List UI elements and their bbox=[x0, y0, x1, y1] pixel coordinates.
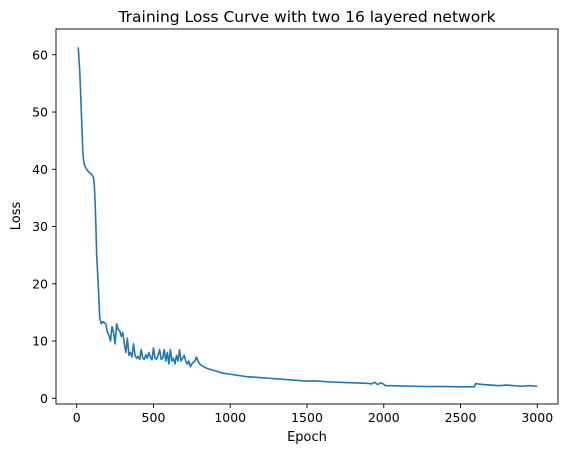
x-tick-label: 3000 bbox=[521, 410, 553, 425]
y-tick-label: 0 bbox=[40, 391, 48, 406]
y-axis-label: Loss bbox=[9, 202, 24, 231]
x-tick-label: 1000 bbox=[214, 410, 246, 425]
x-tick-label: 1500 bbox=[291, 410, 323, 425]
y-tick-label: 30 bbox=[32, 219, 48, 234]
x-tick-label: 500 bbox=[142, 410, 166, 425]
x-tick-label: 2500 bbox=[445, 410, 477, 425]
y-tick-label: 50 bbox=[32, 105, 48, 120]
chart-title: Training Loss Curve with two 16 layered … bbox=[117, 8, 495, 26]
y-tick-label: 10 bbox=[32, 334, 48, 349]
x-tick-label: 0 bbox=[73, 410, 81, 425]
plot-area bbox=[77, 47, 538, 388]
x-tick-label: 2000 bbox=[368, 410, 400, 425]
plot-frame bbox=[55, 28, 559, 405]
y-tick-label: 60 bbox=[32, 47, 48, 62]
x-axis: 0 500 1000 1500 2000 2500 3000 bbox=[73, 404, 553, 425]
x-axis-label: Epoch bbox=[287, 430, 327, 445]
y-axis: 0 10 20 30 40 50 60 bbox=[32, 47, 56, 406]
y-tick-label: 40 bbox=[32, 162, 48, 177]
y-tick-label: 20 bbox=[32, 276, 48, 291]
series-line-loss bbox=[77, 47, 538, 388]
